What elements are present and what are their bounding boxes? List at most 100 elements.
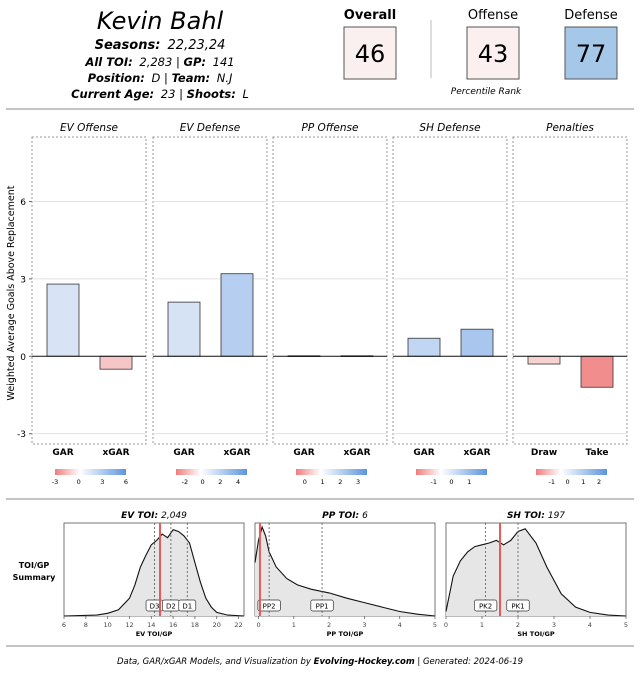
- role-marker-label: D1: [182, 603, 192, 611]
- bar-gar: [46, 283, 80, 357]
- x-tick-label: 3: [552, 621, 556, 629]
- x-tick-label: 4: [588, 621, 592, 629]
- x-tick-label: 3: [362, 621, 366, 629]
- bar-gar: [167, 301, 201, 357]
- seasons-value: 22,23,24: [168, 38, 226, 53]
- panel-title: EV Offense: [60, 122, 118, 134]
- x-tick-label: 1: [292, 621, 296, 629]
- bar-take: [580, 355, 614, 388]
- panel-frame: [31, 136, 147, 445]
- footer-brand: Evolving-Hockey.com: [314, 657, 415, 667]
- x-tick-label: 22: [234, 621, 242, 629]
- colorscale-tick: 2: [338, 478, 342, 486]
- colorscale-tick: 2: [597, 478, 601, 486]
- toi-title-label: SH TOI:: [507, 511, 545, 521]
- y-tick-label: 3: [20, 275, 26, 285]
- role-marker-label: PK1: [511, 603, 524, 611]
- x-tick-label: 0: [256, 621, 260, 629]
- colorscale-bar: [176, 469, 247, 475]
- density-line: [445, 528, 627, 617]
- toi-x-axis-label: EV TOI/GP: [136, 630, 173, 638]
- colorscale-legend: 0 1 2 3: [296, 469, 367, 486]
- toi-title-value: 6: [362, 511, 368, 521]
- density-area: [255, 527, 435, 616]
- toi-panel-sh-toi-gp: SH TOI: 197 PK2 PK1 0 1 2 3 4 5 SH TOI/GP: [444, 511, 628, 638]
- role-marker-box: [178, 599, 197, 612]
- colorscale-bar: [296, 469, 367, 475]
- colorscale-tick: 3: [356, 478, 360, 486]
- gp-value: 141: [213, 55, 235, 69]
- age-value: 23: [161, 87, 176, 101]
- x-tick-label: 12: [125, 621, 133, 629]
- footer-credit: Data, GAR/xGAR Models, and Visualization…: [117, 657, 523, 667]
- position-team-line: Position: D | Team: N.J: [88, 71, 233, 85]
- colorscale-tick: 0: [77, 478, 81, 486]
- y-tick-label: 6: [20, 198, 26, 208]
- position-label: Position:: [88, 71, 145, 85]
- y-tick-label: 0: [20, 353, 26, 363]
- panel-frame: [512, 136, 628, 445]
- colorscale-tick: 2: [218, 478, 222, 486]
- category-label: GAR: [413, 448, 434, 458]
- toi-panel-title: EV TOI: 2,049: [121, 511, 187, 521]
- panel-ev-offense: EV Offense GAR xGAR -3 0 3 6: [31, 122, 147, 486]
- panel-title: SH Defense: [419, 122, 480, 134]
- overall-label: Overall: [344, 8, 396, 23]
- toi-row-label-1: TOI/GP: [19, 561, 50, 570]
- bar-draw: [527, 355, 561, 365]
- panel-ev-defense: EV Defense GAR xGAR -2 0 2 4: [152, 122, 268, 486]
- defense-rank-box: [564, 26, 618, 80]
- offense-label: Offense: [468, 8, 518, 23]
- player-info: Kevin Bahl Seasons: 22,23,24 All TOI: 2,…: [71, 7, 249, 101]
- bar-xgar: [460, 328, 494, 357]
- colorscale-tick: 6: [124, 478, 128, 486]
- colorscale-tick: 4: [236, 478, 240, 486]
- x-tick-label: 16: [169, 621, 177, 629]
- x-tick-label: 14: [147, 621, 155, 629]
- colorscale-legend: -2 0 2 4: [176, 469, 247, 486]
- colorscale-tick: 0: [201, 478, 205, 486]
- x-tick-label: 1: [480, 621, 484, 629]
- footer-prefix: Data, GAR/xGAR Models, and Visualization…: [117, 657, 314, 667]
- panel-title: PP Offense: [302, 122, 359, 134]
- x-tick-label: 10: [103, 621, 111, 629]
- x-tick-label: 2: [327, 621, 331, 629]
- role-marker-label: PK2: [479, 603, 492, 611]
- density-line: [254, 525, 436, 617]
- position-value: D: [152, 71, 161, 85]
- panel-title: Penalties: [546, 122, 594, 134]
- panel-penalties: Penalties Draw Take -1 0 1 2: [512, 122, 628, 486]
- x-tick-label: 2: [516, 621, 520, 629]
- colorscale-tick: -1: [549, 478, 555, 486]
- role-marker-label: D2: [166, 603, 176, 611]
- category-label: GAR: [52, 448, 73, 458]
- gp-label: GP:: [184, 55, 206, 69]
- x-tick-label: 6: [62, 621, 66, 629]
- toi-title-label: PP TOI:: [322, 511, 359, 521]
- x-tick-label: 4: [398, 621, 402, 629]
- colorscale-tick: -1: [431, 478, 437, 486]
- panel-frame: [152, 136, 268, 445]
- team-value: N.J: [217, 71, 233, 85]
- category-label: Draw: [531, 448, 557, 458]
- colorscale-tick: 1: [467, 478, 471, 486]
- all-toi-label: All TOI:: [84, 55, 132, 69]
- category-label: xGAR: [102, 448, 129, 458]
- category-label: xGAR: [463, 448, 490, 458]
- defense-rank-value: 77: [576, 40, 607, 68]
- offense-rank-value: 43: [478, 40, 509, 68]
- team-label: Team:: [172, 71, 211, 85]
- toi-title-value: 2,049: [161, 511, 187, 521]
- overall-rank-box: [343, 26, 397, 80]
- footer-suffix: | Generated: 2024-06-19: [417, 657, 523, 667]
- panel-title: EV Defense: [180, 122, 240, 134]
- category-label: GAR: [293, 448, 314, 458]
- gar-y-axis-label: Weighted Average Goals Above Replacement: [6, 185, 17, 400]
- y-tick-label: -3: [17, 430, 26, 440]
- seasons-line: Seasons: 22,23,24: [95, 38, 226, 53]
- colorscale-legend: -1 0 1 2: [536, 469, 607, 486]
- colorscale-tick: 0: [449, 478, 453, 486]
- category-label: xGAR: [223, 448, 250, 458]
- gar-bar-chart: -3 0 3 6 EV Offense GAR xGAR -3 0 3 6 EV Defense GAR…: [17, 122, 628, 486]
